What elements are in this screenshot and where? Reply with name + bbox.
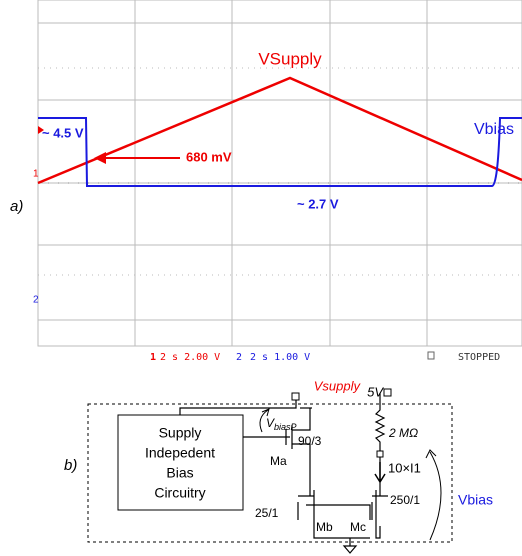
vsupply: Vsupply (314, 378, 362, 393)
vsupply-label: VSupply (258, 49, 322, 68)
vbias-label: Vbias (474, 121, 514, 138)
state: STOPPED (458, 352, 500, 363)
resistor: 2 MΩ (388, 426, 418, 440)
node (292, 393, 299, 400)
ch2-id: 2 (236, 352, 242, 363)
ma-size: 90/3 (298, 434, 322, 448)
block-line: Supply (159, 425, 202, 441)
node (384, 389, 391, 396)
status-box (428, 352, 434, 359)
ma: Ma (270, 454, 287, 468)
ch1-status: 2 s 2.00 V (160, 352, 220, 363)
current: 10×I1 (388, 460, 421, 475)
block-line: Bias (166, 465, 193, 481)
panel-b: b) (64, 457, 77, 474)
vbias-arrow (426, 450, 441, 540)
vbias: Vbias (458, 492, 493, 508)
high-label: ~ 4.5 V (42, 125, 84, 140)
ch2-status: 2 s 1.00 V (250, 352, 310, 363)
v5: 5V (367, 384, 384, 399)
vbiasp: VbiasP (266, 416, 297, 432)
ch1-marker: 1 (33, 169, 39, 180)
panel-a: a) (10, 198, 23, 215)
mb: Mb (316, 520, 333, 534)
ch1-id: 1 (150, 352, 156, 363)
mb-size: 25/1 (255, 506, 279, 520)
ch2-marker: 2 (33, 295, 39, 306)
block-line: Indepedent (145, 445, 215, 461)
mc: Mc (350, 520, 366, 534)
threshold-label: 680 mV (186, 149, 232, 164)
mc-size: 250/1 (390, 493, 420, 507)
low-label: ~ 2.7 V (297, 196, 339, 211)
current-arrow (375, 462, 385, 482)
block-line: Circuitry (154, 485, 205, 501)
figure: 1 2 VSupply Vbias ~ 4.5 V 680 mV ~ 2.7 V… (0, 0, 522, 556)
node (377, 451, 383, 457)
